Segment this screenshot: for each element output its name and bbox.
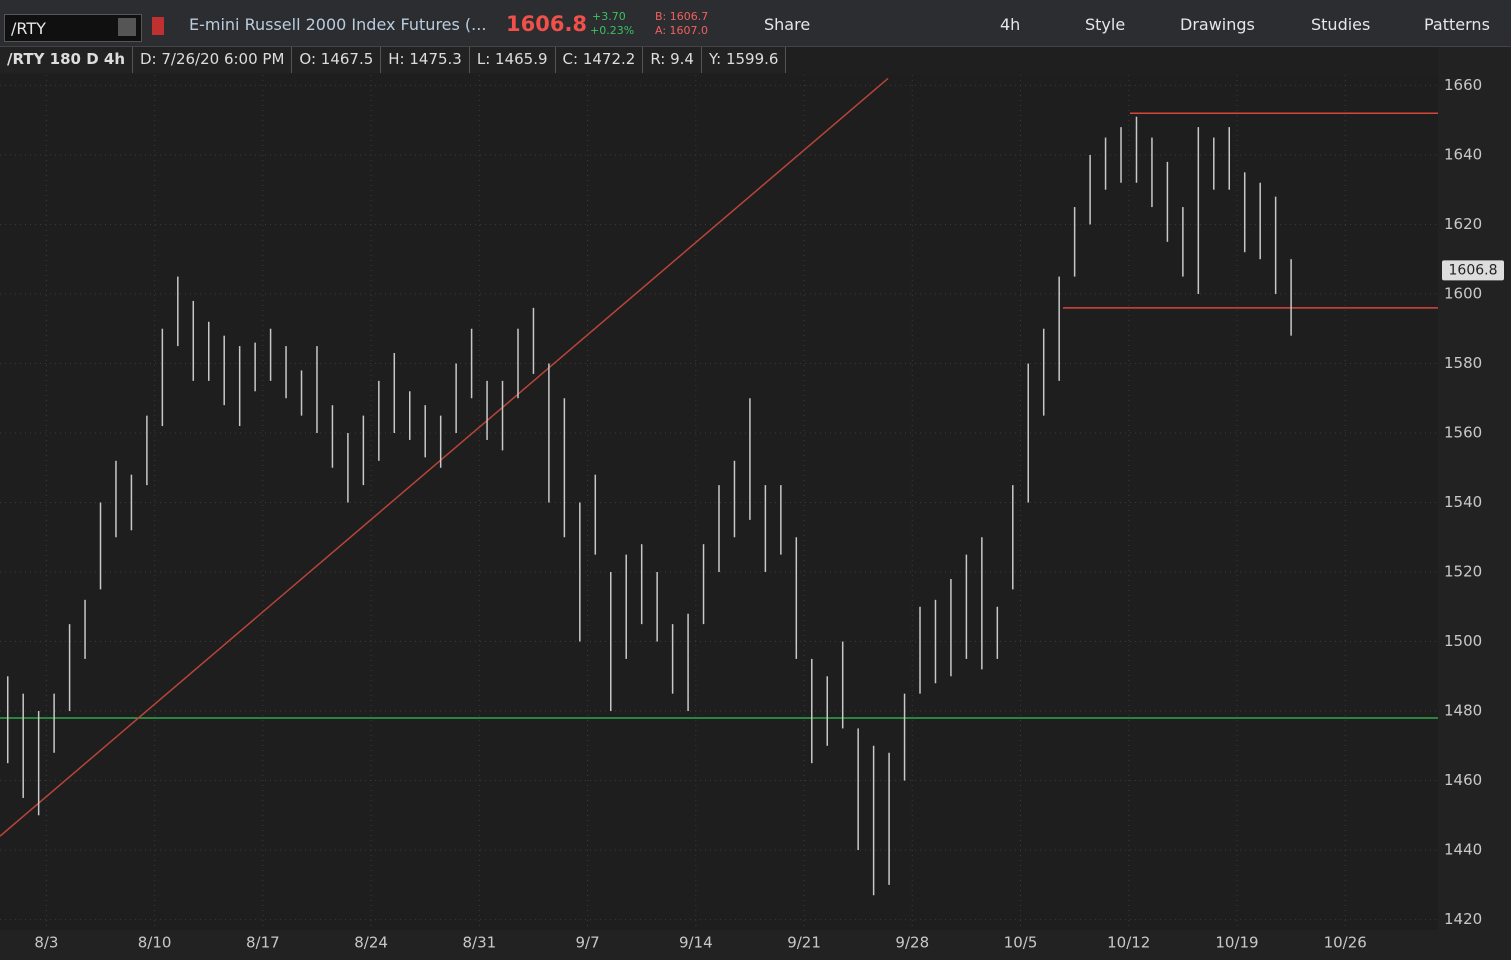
x-axis-area <box>0 930 1511 960</box>
last-price: 1606.8 <box>506 12 588 36</box>
x-tick-label: 8/31 <box>462 934 496 952</box>
x-tick-label: 8/24 <box>354 934 388 952</box>
y-tick-label: 1620 <box>1444 215 1482 233</box>
y-tick-label: 1460 <box>1444 771 1482 789</box>
info-item: /RTY 180 D 4h <box>0 47 133 73</box>
y-tick-label: 1480 <box>1444 702 1482 720</box>
y-tick-label: 1420 <box>1444 910 1482 928</box>
change: +3.70 <box>592 10 626 23</box>
y-tick-label: 1600 <box>1444 284 1482 302</box>
button[interactable]: Style <box>1085 15 1126 34</box>
change-pct: +0.23% <box>590 24 635 37</box>
x-tick-label: 8/3 <box>34 934 58 952</box>
info-item: D: 7/26/20 6:00 PM <box>133 47 293 73</box>
y-axis-area <box>1438 47 1511 930</box>
button[interactable]: Patterns <box>1424 15 1490 34</box>
info-item: Y: 1599.6 <box>701 47 787 73</box>
x-tick-label: 8/10 <box>138 934 172 952</box>
x-tick-label: 8/17 <box>246 934 280 952</box>
info-item: H: 1475.3 <box>381 47 470 73</box>
button[interactable]: Drawings <box>1180 15 1255 34</box>
y-tick-label: 1500 <box>1444 632 1482 650</box>
bid: B: 1606.7 <box>655 10 709 23</box>
ask: A: 1607.0 <box>655 24 709 37</box>
symbol: /RTY <box>11 19 46 38</box>
info-item: C: 1472.2 <box>555 47 644 73</box>
x-tick-label: 10/19 <box>1215 934 1258 952</box>
x-tick-label: 10/26 <box>1324 934 1367 952</box>
x-tick-label: 10/5 <box>1004 934 1038 952</box>
button[interactable]: 4h <box>1000 15 1021 34</box>
description: E-mini Russell 2000 Index Futures (... <box>189 15 487 34</box>
info-bar: /RTY 180 D 4h D: 7/26/20 6:00 PM O: 1467.5… <box>0 47 787 73</box>
y-tick-label: 1440 <box>1444 841 1482 859</box>
x-tick-label: 9/14 <box>679 934 713 952</box>
button[interactable]: Share <box>764 15 811 34</box>
last-price-label: 1606.8 <box>1449 262 1498 278</box>
y-tick-label: 1560 <box>1444 423 1482 441</box>
button[interactable]: Studies <box>1311 15 1371 34</box>
y-tick-label: 1580 <box>1444 354 1482 372</box>
y-tick-label: 1660 <box>1444 76 1482 94</box>
x-tick-label: 9/28 <box>895 934 929 952</box>
dropdown[interactable] <box>118 18 136 36</box>
y-tick-label: 1640 <box>1444 145 1482 163</box>
x-tick-label: 9/7 <box>575 934 599 952</box>
info-item: O: 1467.5 <box>292 47 382 73</box>
info-item: L: 1465.9 <box>469 47 556 73</box>
toolbar: /RTY E-mini Russell 2000 Index Futures (… <box>0 0 1511 47</box>
alert-icon <box>152 17 164 35</box>
x-tick-label: 9/21 <box>787 934 821 952</box>
y-tick-label: 1540 <box>1444 493 1482 511</box>
y-tick-label: 1520 <box>1444 563 1482 581</box>
trendline <box>0 77 889 837</box>
last-price-box <box>1442 260 1504 281</box>
x-tick-label: 10/12 <box>1107 934 1150 952</box>
info-item: R: 9.4 <box>643 47 702 73</box>
